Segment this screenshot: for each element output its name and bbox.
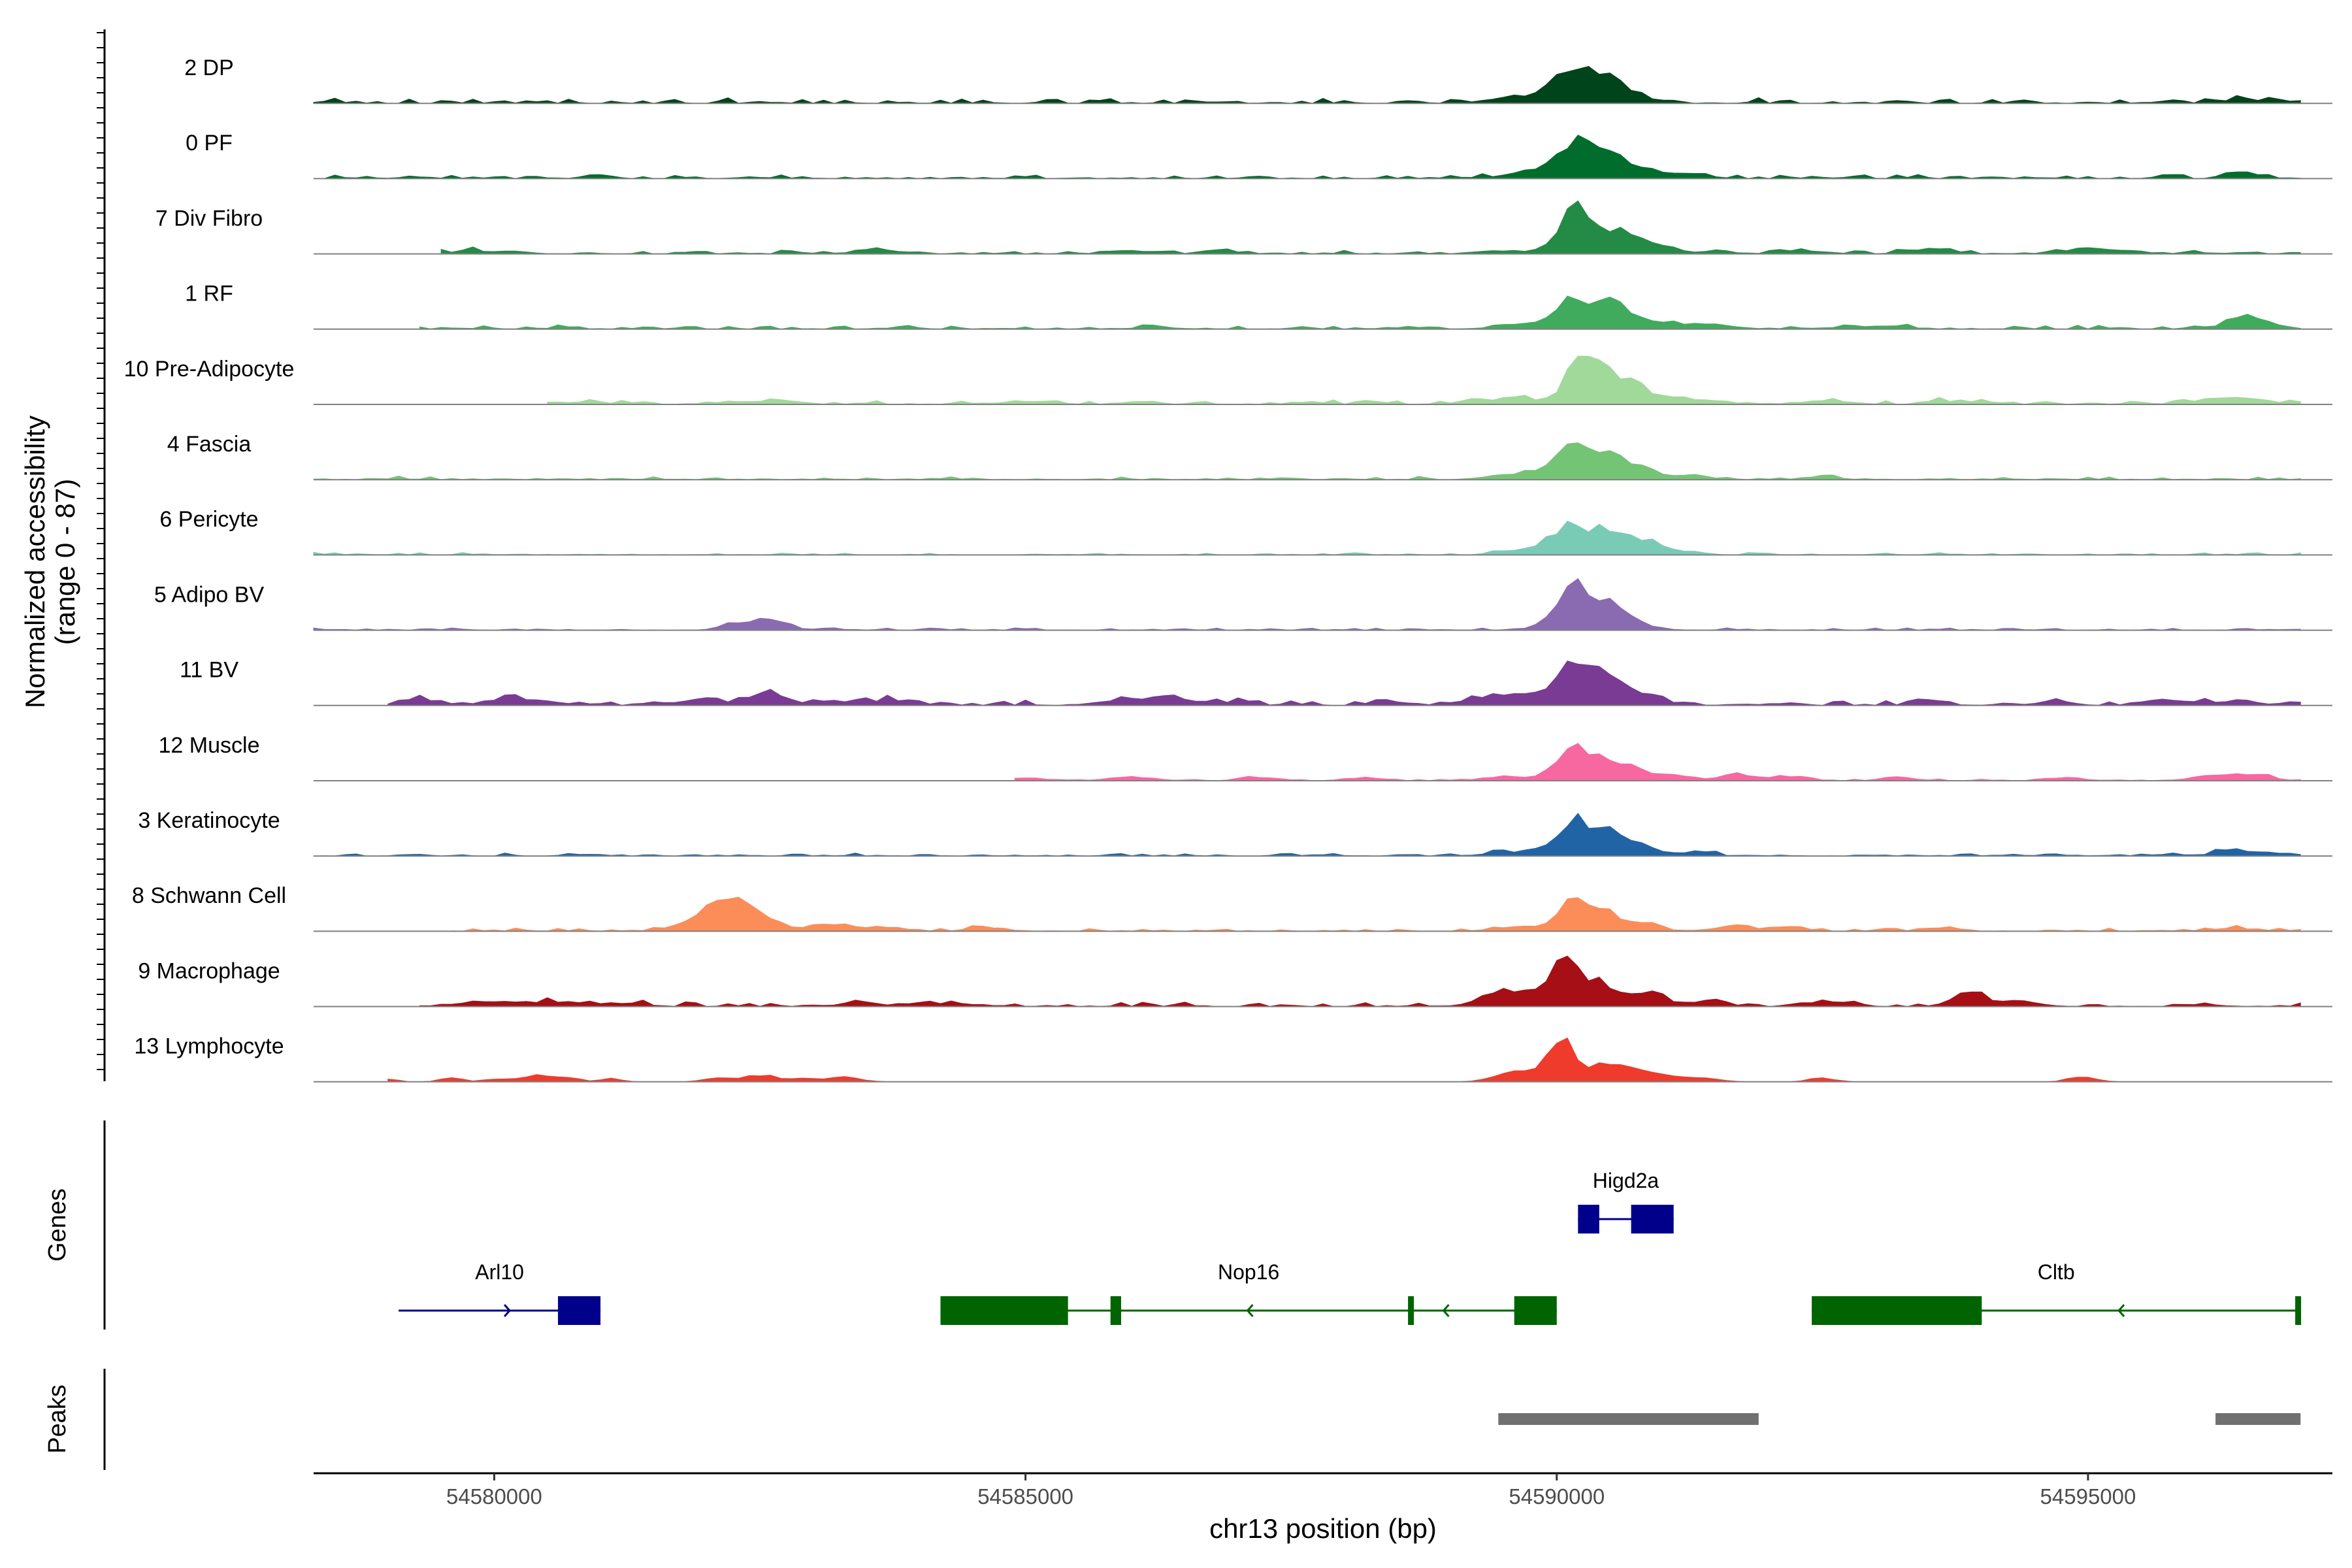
gene-model: Higd2a: [1578, 1169, 1674, 1233]
gene-exon: [1578, 1205, 1599, 1233]
gene-label: Cltb: [2038, 1260, 2075, 1284]
x-tick-label: 54580000: [446, 1484, 542, 1509]
coverage-track: 4 Fascia: [167, 432, 2332, 481]
track-label: 5 Adipo BV: [154, 582, 265, 607]
coverage-area: [313, 65, 2301, 104]
coverage-track: 7 Div Fibro: [155, 200, 2332, 255]
coverage-area: [1014, 743, 2301, 781]
coverage-track: 8 Schwann Cell: [132, 883, 2332, 932]
gene-model: Arl10: [399, 1260, 601, 1325]
coverage-track: 11 BV: [180, 658, 2332, 706]
coverage-area: [419, 955, 2301, 1007]
gene-model: Cltb: [1812, 1260, 2302, 1325]
genes-track: Arl10 Higd2a Nop16 Cltb: [399, 1169, 2302, 1325]
coverage-area: [313, 520, 2301, 555]
gene-exon: [940, 1296, 1068, 1325]
peak-region: [2215, 1413, 2301, 1425]
coverage-track: 0 PF: [186, 131, 2332, 180]
coverage-track: 12 Muscle: [159, 733, 2332, 781]
x-tick-label: 54590000: [1509, 1484, 1605, 1509]
coverage-area: [313, 442, 2301, 480]
gene-label: Arl10: [475, 1260, 524, 1284]
coverage-area: [313, 813, 2301, 857]
coverage-area: [451, 896, 2301, 932]
coverage-track: 2 DP: [184, 56, 2332, 105]
peaks-panel-title: Peaks: [44, 1384, 71, 1454]
strand-arrow: [1246, 1304, 1254, 1317]
x-axis-title: chr13 position (bp): [1209, 1513, 1437, 1544]
coverage-track: 6 Pericyte: [159, 507, 2332, 556]
track-label: 6 Pericyte: [159, 507, 258, 532]
track-label: 9 Macrophage: [138, 958, 280, 983]
coverage-area: [313, 135, 2301, 179]
y-axis-title: Normalized accessibility (range 0 - 87): [20, 416, 80, 708]
gene-model: Nop16: [940, 1260, 1557, 1325]
strand-arrow: [1442, 1304, 1450, 1317]
track-label: 10 Pre-Adipocyte: [124, 357, 295, 382]
coverage-area: [547, 355, 2301, 405]
track-label: 1 RF: [185, 282, 233, 306]
gene-exon: [1110, 1296, 1121, 1325]
x-tick-label: 54585000: [977, 1484, 1073, 1509]
track-label: 7 Div Fibro: [155, 206, 263, 231]
coverage-track: 9 Macrophage: [138, 955, 2332, 1007]
coverage-area: [387, 661, 2301, 706]
coverage-area: [440, 200, 2301, 255]
coverage-track: 1 RF: [185, 282, 2332, 330]
coverage-track: 10 Pre-Adipocyte: [124, 355, 2332, 405]
track-label: 11 BV: [180, 658, 238, 683]
track-label: 12 Muscle: [159, 733, 260, 758]
track-label: 4 Fascia: [167, 432, 252, 457]
coverage-track: 5 Adipo BV: [154, 578, 2332, 631]
strand-arrow: [2117, 1304, 2125, 1317]
gene-exon: [1631, 1205, 1674, 1233]
genes-panel-title: Genes: [44, 1188, 71, 1262]
y-axis-label: Normalized accessibility: [20, 416, 50, 708]
track-label: 13 Lymphocyte: [134, 1034, 284, 1059]
track-label: 0 PF: [186, 131, 233, 155]
coverage-area: [313, 578, 2301, 631]
peaks-track: [1498, 1413, 2301, 1425]
coverage-area: [419, 295, 2301, 330]
x-axis-ticks: 54580000 54585000 54590000 54595000: [446, 1473, 2136, 1509]
track-label: 8 Schwann Cell: [132, 883, 286, 908]
gene-exon: [558, 1296, 601, 1325]
gene-exon: [1514, 1296, 1557, 1325]
y-axis-sublabel: (range 0 - 87): [50, 479, 80, 645]
peak-region: [1498, 1413, 1759, 1425]
coverage-area: [387, 1037, 2301, 1083]
gene-exon: [1408, 1296, 1414, 1325]
strand-arrow: [503, 1304, 512, 1317]
track-label: 2 DP: [184, 56, 234, 80]
coverage-axis-ticks: [97, 32, 105, 1070]
gene-label: Higd2a: [1593, 1169, 1659, 1192]
gene-exon: [1812, 1296, 1982, 1325]
coverage-tracks: 2 DP 0 PF 7 Div Fibro 1 RF 10 Pre-Adipocyte 4…: [124, 56, 2332, 1083]
gene-label: Nop16: [1218, 1260, 1279, 1284]
coverage-track: 3 Keratinocyte: [138, 808, 2332, 857]
track-label: 3 Keratinocyte: [138, 808, 280, 833]
x-tick-label: 54595000: [2040, 1484, 2136, 1509]
gene-exon: [2295, 1296, 2302, 1325]
coverage-track: 13 Lymphocyte: [134, 1034, 2332, 1083]
